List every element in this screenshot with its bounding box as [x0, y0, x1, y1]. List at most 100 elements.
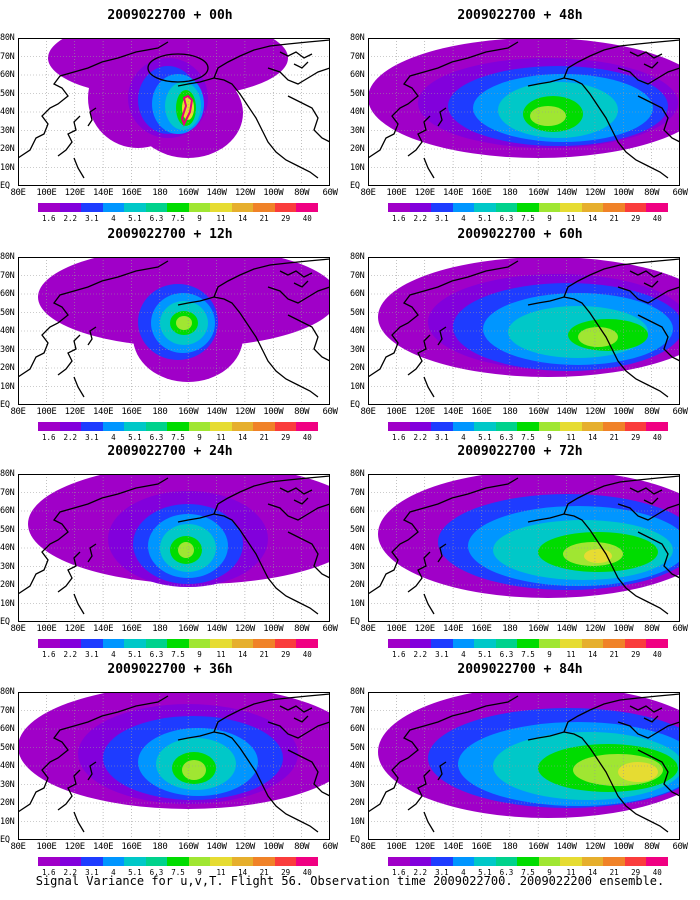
- lat-tick-label: 30N: [350, 344, 365, 355]
- colorbar-swatch: [495, 639, 518, 648]
- colorbar-label: 29: [631, 650, 641, 659]
- variance-map: [368, 38, 680, 186]
- lon-tick-label: 140E: [443, 188, 464, 198]
- coastline: [423, 157, 435, 179]
- colorbar-swatch: [495, 857, 518, 866]
- colorbar-label: 14: [238, 214, 248, 223]
- lon-tick-label: 120W: [584, 188, 605, 198]
- colorbar-swatch: [167, 203, 189, 212]
- lon-tick-label: 140W: [556, 188, 577, 198]
- colorbar-swatch: [210, 857, 232, 866]
- colorbar-swatch: [253, 639, 275, 648]
- lon-tick-label: 120W: [584, 842, 605, 852]
- colorbar-swatch: [452, 639, 475, 648]
- lon-tick-label: 160W: [528, 842, 549, 852]
- coastline: [267, 67, 330, 85]
- colorbar-label: 5.1: [128, 214, 142, 223]
- colorbar: [388, 203, 668, 212]
- colorbar-label: 5.1: [478, 214, 492, 223]
- lon-tick-label: 120E: [64, 842, 85, 852]
- lat-tick-label: 20N: [350, 144, 365, 154]
- coastline: [177, 731, 319, 833]
- coastline: [617, 721, 680, 739]
- lon-tick-label: 140W: [206, 407, 227, 417]
- map-panel: 2009022700 + 24h 80N 70N 60N 50N 40N 30N 20N 10N…: [0, 444, 340, 659]
- panel-title: 2009022700 + 72h: [457, 444, 583, 459]
- lon-tick-label: 140E: [443, 842, 464, 852]
- colorbar-label: 3.1: [85, 433, 99, 442]
- lat-tick-label: 30N: [350, 779, 365, 790]
- variance-contour-fill: [178, 542, 194, 558]
- lon-tick-label: 80E: [360, 842, 376, 852]
- lat-tick-label: 60N: [0, 289, 15, 299]
- coastline: [407, 769, 431, 811]
- lat-tick-label: 80N: [0, 252, 15, 262]
- coastline: [643, 280, 659, 288]
- colorbar-label: 3.1: [435, 433, 449, 442]
- colorbar-swatch: [274, 639, 297, 648]
- colorbar-label: 9: [547, 214, 552, 223]
- lon-tick-label: 160E: [121, 188, 142, 198]
- map-panel: 2009022700 + 36h 80N 70N 60N 50N 40N 30N 20N 10N…: [0, 662, 340, 877]
- variance-contour-fill: [530, 106, 566, 126]
- coastline: [629, 705, 663, 713]
- coastline: [287, 531, 330, 579]
- coastline: [643, 61, 659, 69]
- colorbar-label: 7.5: [521, 868, 535, 877]
- colorbar-label: 2.2: [63, 433, 78, 442]
- colorbar-label: 9: [197, 868, 202, 877]
- coastline: [213, 39, 330, 79]
- map-frame: [368, 257, 680, 405]
- colorbar-label: 6.3: [499, 433, 514, 442]
- colorbar-label: 40: [302, 433, 312, 442]
- colorbar-swatch: [253, 857, 275, 866]
- colorbar-swatch: [452, 857, 475, 866]
- colorbar-swatch: [231, 422, 254, 431]
- colorbar-swatch: [452, 203, 475, 212]
- lat-tick-label: EQ: [0, 181, 10, 191]
- map-frame: [368, 474, 680, 622]
- colorbar-label: 9: [197, 214, 202, 223]
- colorbar-swatch: [409, 857, 432, 866]
- colorbar-swatch: [296, 639, 318, 648]
- coastline: [637, 95, 680, 143]
- colorbar-swatch: [145, 639, 168, 648]
- colorbar-swatch: [231, 203, 254, 212]
- colorbar-label: 6.3: [149, 214, 164, 223]
- colorbar-label: 1.6: [391, 214, 406, 223]
- colorbar-swatch: [145, 203, 168, 212]
- map-panel: 2009022700 + 72h 80N 70N 60N 50N 40N 30N 20N 10N…: [350, 444, 690, 659]
- colorbar-label: 7.5: [171, 650, 185, 659]
- lat-tick-label: 50N: [350, 524, 365, 535]
- lat-tick-label: 70N: [0, 270, 15, 281]
- lon-tick-label: 160E: [121, 624, 142, 634]
- lon-tick-label: 120W: [234, 407, 255, 417]
- coastline: [643, 715, 659, 723]
- lat-tick-label: 40N: [350, 761, 365, 771]
- variance-map: [368, 257, 680, 405]
- coastline: [293, 497, 309, 505]
- lon-tick-label: 160W: [178, 188, 199, 198]
- colorbar-swatch: [210, 203, 232, 212]
- colorbar-swatch: [274, 203, 297, 212]
- colorbar-swatch: [231, 639, 254, 648]
- coastline: [563, 258, 680, 298]
- colorbar-label: 40: [652, 214, 662, 223]
- coastline: [407, 334, 431, 376]
- colorbar-swatch: [167, 857, 189, 866]
- colorbar-label: 11: [216, 650, 226, 659]
- lon-tick-label: 100W: [613, 188, 634, 198]
- variance-contour-fill: [182, 760, 206, 780]
- lon-tick-label: 60W: [672, 407, 688, 417]
- lon-tick-label: 100E: [36, 624, 57, 634]
- lat-tick-label: 50N: [350, 307, 365, 318]
- lon-tick-label: 80E: [10, 842, 26, 852]
- colorbar-swatch: [81, 639, 103, 648]
- lat-tick-label: 40N: [0, 326, 15, 336]
- colorbar-label: 5.1: [128, 868, 142, 877]
- lat-tick-label: 30N: [0, 561, 15, 572]
- coastline: [73, 157, 85, 179]
- lat-tick-label: 80N: [0, 33, 15, 43]
- lat-tick-label: 60N: [350, 724, 365, 734]
- lat-tick-label: 20N: [0, 144, 15, 154]
